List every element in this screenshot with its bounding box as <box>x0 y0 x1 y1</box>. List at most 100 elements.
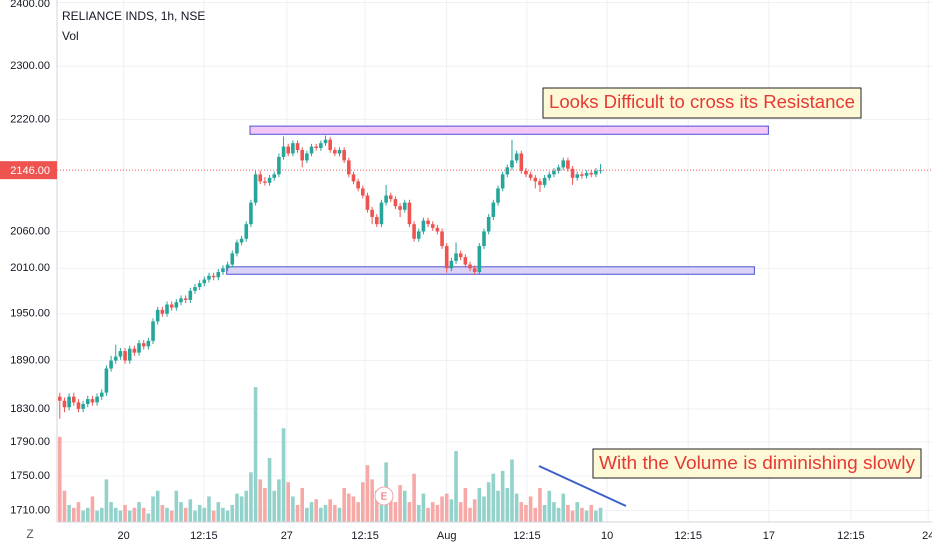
volume-bar <box>519 502 524 522</box>
candle-body <box>314 146 318 148</box>
candle-body <box>216 272 221 278</box>
candle-body <box>155 309 160 322</box>
candle-body <box>95 396 99 403</box>
event-marker-label[interactable]: E <box>381 492 388 503</box>
x-tick-label: 20 <box>118 530 130 542</box>
volume-bar <box>155 490 160 522</box>
candle-body <box>533 177 538 182</box>
volume-bar <box>393 502 398 522</box>
volume-bar <box>361 482 365 522</box>
y-tick-label: 2220.00 <box>10 113 50 125</box>
volume-bar <box>76 502 81 522</box>
volume-bar <box>440 496 444 522</box>
x-tick-label: 10 <box>601 530 613 542</box>
candle-body <box>454 253 458 261</box>
volume-bar <box>347 493 351 522</box>
y-tick-label: 2010.00 <box>10 262 50 274</box>
volume-bar <box>127 510 132 522</box>
candle-body <box>85 399 90 405</box>
candle-body <box>99 392 104 397</box>
volume-bar <box>449 499 454 522</box>
candle-body <box>500 174 505 189</box>
volume-bar <box>104 479 109 522</box>
candle-body <box>407 202 412 225</box>
volume-bar <box>141 507 146 522</box>
chart-title: RELIANCE INDS, 1h, NSE <box>62 9 205 23</box>
candle-body <box>416 231 421 239</box>
volume-bar <box>435 504 440 522</box>
volume-bar <box>174 490 179 522</box>
event-marker[interactable] <box>374 486 394 506</box>
candle-body <box>193 287 197 291</box>
candle-body <box>379 202 384 225</box>
volume-bar <box>552 502 556 522</box>
y-tick-label: 2400.00 <box>10 0 50 10</box>
volume-bar <box>300 487 305 522</box>
candle-body <box>388 195 393 200</box>
candle-body <box>309 146 314 154</box>
volume-bar <box>57 436 62 522</box>
candle-body <box>277 156 281 175</box>
volume-bar <box>496 490 500 522</box>
volume-bar <box>249 472 253 522</box>
volume-bar <box>281 428 286 522</box>
x-tick-label: 24 <box>922 530 932 542</box>
candle-body <box>230 253 235 265</box>
candle-body <box>123 351 127 361</box>
candle-body <box>333 150 337 154</box>
candle-body <box>552 170 556 175</box>
annotation: With the Volume is diminishing slowly <box>599 453 915 473</box>
candle-body <box>482 231 486 247</box>
volume-bar <box>239 496 244 522</box>
candle-body <box>514 153 519 161</box>
candle-body <box>342 150 346 161</box>
candle-body <box>207 275 211 280</box>
volume-bar <box>305 507 309 522</box>
volume-bar <box>71 507 76 522</box>
volume-bar <box>314 499 318 522</box>
volume-bar <box>118 510 123 522</box>
candle-body <box>300 150 305 161</box>
volume-bar <box>165 507 169 522</box>
y-tick-label: 1950.00 <box>10 308 50 320</box>
volume-bar <box>584 510 589 522</box>
volume-bar <box>272 490 277 522</box>
candle-body <box>356 181 360 189</box>
volume-bar <box>151 496 155 522</box>
candle-body <box>528 174 533 178</box>
volume-bar <box>594 510 598 522</box>
volume-bar <box>225 510 230 522</box>
volume-bar <box>398 485 402 522</box>
volume-bar <box>146 513 151 522</box>
trend-line <box>538 465 627 507</box>
price-zone <box>226 266 755 275</box>
candle-body <box>295 143 300 151</box>
candle-body <box>374 216 379 225</box>
volume-bar <box>412 473 416 522</box>
volume-bar <box>216 502 221 522</box>
candle-body <box>594 170 598 175</box>
volume-bar <box>291 496 295 522</box>
volume-bar <box>374 490 379 522</box>
volume-bar <box>123 504 127 522</box>
candle-body <box>444 246 449 269</box>
volume-bar <box>132 507 137 522</box>
candle-body <box>146 340 151 347</box>
volume-bar <box>407 502 412 522</box>
volume-bar <box>472 499 477 522</box>
volume-bar <box>253 387 258 522</box>
x-tick-label: 12:15 <box>674 530 702 542</box>
volume-bar <box>533 507 538 522</box>
volume-bar <box>430 502 435 522</box>
volume-bar <box>109 502 113 522</box>
volume-bar <box>528 496 533 522</box>
volume-bar <box>286 482 291 522</box>
scale-button[interactable]: Z <box>26 527 33 541</box>
annotation: Looks Difficult to cross its Resistance <box>549 92 855 112</box>
volume-bar <box>510 459 514 522</box>
candle-body <box>160 309 165 314</box>
candle-body <box>169 304 174 308</box>
volume-bar <box>113 507 118 522</box>
y-tick-label: 1890.00 <box>10 354 50 366</box>
volume-bar <box>188 499 193 522</box>
